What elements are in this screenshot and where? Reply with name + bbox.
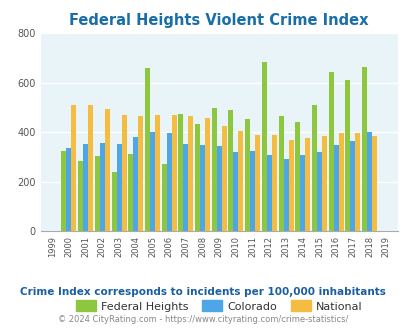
Text: © 2024 CityRating.com - https://www.cityrating.com/crime-statistics/: © 2024 CityRating.com - https://www.city… (0, 329, 1, 330)
Bar (371, 137, 376, 231)
Bar (254, 135, 260, 231)
Bar (205, 118, 209, 231)
Bar (333, 145, 338, 231)
Bar (350, 141, 354, 231)
Bar (161, 164, 166, 231)
Text: © 2024 CityRating.com - https://www.cityrating.com/crime-statistics/: © 2024 CityRating.com - https://www.city… (58, 315, 347, 324)
Bar (66, 148, 71, 231)
Bar (111, 172, 116, 231)
Bar (149, 132, 155, 231)
Bar (328, 72, 333, 231)
Bar (294, 122, 299, 231)
Bar (95, 155, 100, 231)
Bar (211, 109, 216, 231)
Legend: Federal Heights, Colorado, National: Federal Heights, Colorado, National (71, 296, 367, 316)
Bar (155, 115, 160, 231)
Bar (145, 68, 149, 231)
Bar (311, 105, 316, 231)
Bar (261, 62, 266, 231)
Bar (216, 147, 221, 231)
Bar (121, 115, 126, 231)
Bar (116, 145, 121, 231)
Bar (166, 133, 171, 231)
Bar (278, 116, 283, 231)
Text: Crime Index corresponds to incidents per 100,000 inhabitants: Crime Index corresponds to incidents per… (20, 287, 385, 297)
Bar (138, 116, 143, 231)
Bar (61, 150, 66, 231)
Bar (288, 140, 293, 231)
Bar (366, 132, 371, 231)
Bar (183, 144, 188, 231)
Bar (133, 138, 138, 231)
Bar (188, 116, 193, 231)
Bar (361, 67, 366, 231)
Bar (228, 111, 233, 231)
Bar (271, 135, 276, 231)
Bar (83, 145, 88, 231)
Bar (78, 161, 83, 231)
Bar (200, 145, 205, 231)
Bar (88, 105, 93, 231)
Title: Federal Heights Violent Crime Index: Federal Heights Violent Crime Index (69, 13, 368, 28)
Bar (321, 136, 326, 231)
Bar (233, 152, 238, 231)
Bar (104, 109, 110, 231)
Bar (354, 133, 359, 231)
Bar (238, 131, 243, 231)
Bar (338, 133, 343, 231)
Bar (171, 115, 176, 231)
Bar (344, 80, 350, 231)
Bar (266, 155, 271, 231)
Bar (305, 138, 309, 231)
Bar (249, 151, 254, 231)
Bar (299, 155, 305, 231)
Bar (194, 124, 200, 231)
Bar (128, 154, 133, 231)
Bar (283, 159, 288, 231)
Bar (316, 152, 321, 231)
Bar (178, 114, 183, 231)
Bar (71, 105, 76, 231)
Bar (100, 143, 104, 231)
Bar (221, 126, 226, 231)
Bar (245, 119, 249, 231)
